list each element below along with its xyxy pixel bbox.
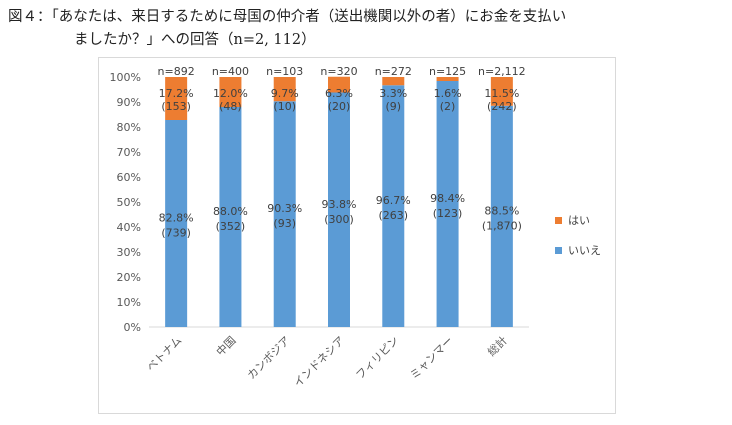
data-label-yes-pct: 12.0% [213, 87, 248, 100]
bar-segment-yes [273, 77, 296, 102]
chart-area: 0% 10% 20% 30% 40% 50% 60% 70% 80% 90% 100% n=892 17… [98, 57, 616, 414]
y-tick-label: 70% [117, 146, 141, 159]
x-tick-label: 中国 [214, 334, 239, 359]
y-tick-label: 80% [117, 121, 141, 134]
x-tick-label: フィリピン [353, 334, 401, 382]
data-label-yes-pct: 6.3% [325, 87, 353, 100]
bar-segment-no [328, 92, 350, 327]
data-label-no-count: (739) [161, 227, 191, 240]
legend-swatch-no [555, 246, 562, 254]
title-line-2: ましたか？」への回答（n=2, 112） [74, 32, 316, 48]
data-label-no-count: (300) [324, 213, 354, 226]
data-label-no-pct: 93.8% [322, 198, 357, 211]
n-label: n=125 [429, 65, 466, 78]
data-label-yes-count: (242) [487, 100, 517, 113]
y-tick-label: 100% [110, 71, 141, 84]
data-label-yes-count: (20) [328, 100, 351, 113]
bar-segment-no [490, 105, 513, 327]
data-label-no-count: (352) [216, 220, 246, 233]
data-label-yes-count: (48) [219, 100, 242, 113]
legend-swatch-yes [555, 216, 562, 224]
bar-segment-no [436, 81, 459, 327]
n-label: n=2,112 [478, 65, 526, 78]
data-label-yes-pct: 9.7% [271, 87, 299, 100]
y-tick-label: 30% [117, 246, 141, 259]
x-tick-label: ミャンマー [408, 334, 456, 382]
data-label-no-pct: 90.3% [267, 202, 302, 215]
x-tick-label: 総計 [485, 333, 510, 358]
data-label-yes-pct: 17.2% [159, 87, 194, 100]
data-label-no-pct: 82.8% [159, 212, 194, 225]
data-label-no-count: (1,870) [482, 219, 522, 232]
bar-segment-yes [490, 77, 513, 106]
y-tick-label: 50% [117, 196, 141, 209]
y-tick-label: 40% [117, 221, 141, 234]
y-tick-label: 60% [117, 171, 141, 184]
y-tick-label: 90% [117, 96, 141, 109]
n-label: n=103 [266, 65, 303, 78]
data-label-no-pct: 88.0% [213, 205, 248, 218]
data-label-yes-count: (10) [273, 100, 296, 113]
data-label-yes-pct: 3.3% [379, 87, 407, 100]
x-tick-label: ベトナム [144, 334, 184, 374]
y-tick-label: 20% [117, 271, 141, 284]
legend: はい いいえ [555, 212, 601, 272]
x-tick-label: カンボジア [245, 334, 293, 382]
bar-segment-no [273, 101, 296, 327]
data-label-yes-count: (9) [385, 100, 401, 113]
data-label-no-count: (93) [273, 217, 296, 230]
n-label: n=892 [158, 65, 195, 78]
data-label-no-count: (123) [433, 207, 463, 220]
y-tick-label: 10% [117, 296, 141, 309]
figure-title: 図４：「あなたは、来日するために母国の仲介者（送出機関以外の者）にお金を支払い … [8, 6, 566, 52]
bar-segment-yes [165, 77, 188, 120]
legend-label-yes: はい [568, 214, 590, 227]
legend-label-no: いいえ [568, 244, 601, 257]
n-label: n=400 [212, 65, 249, 78]
bar-segment-no [165, 120, 188, 327]
data-label-no-pct: 96.7% [376, 194, 411, 207]
data-label-no-pct: 88.5% [484, 204, 519, 217]
data-label-yes-pct: 1.6% [434, 87, 462, 100]
legend-item-yes: はい [555, 212, 601, 228]
bar-segment-yes [328, 76, 350, 93]
bar-segment-yes [382, 77, 405, 86]
stacked-bar-chart: 0% 10% 20% 30% 40% 50% 60% 70% 80% 90% 100% n=892 17… [110, 65, 529, 390]
data-label-yes-count: (153) [161, 100, 191, 113]
legend-item-no: いいえ [555, 242, 601, 258]
n-label: n=272 [375, 65, 412, 78]
bar-segment-no [382, 85, 405, 327]
bar-segment-no [219, 107, 242, 327]
data-label-yes-count: (2) [440, 100, 456, 113]
data-label-no-pct: 98.4% [430, 192, 465, 205]
bar-segment-yes [436, 77, 459, 81]
bar-segment-yes [219, 77, 242, 107]
n-label: n=320 [320, 65, 357, 78]
title-line-1: 図４：「あなたは、来日するために母国の仲介者（送出機関以外の者）にお金を支払い [8, 9, 567, 25]
data-label-no-count: (263) [378, 209, 408, 222]
data-label-yes-pct: 11.5% [484, 87, 519, 100]
y-tick-label: 0% [124, 321, 141, 334]
x-tick-label: インドネシア [291, 334, 347, 390]
